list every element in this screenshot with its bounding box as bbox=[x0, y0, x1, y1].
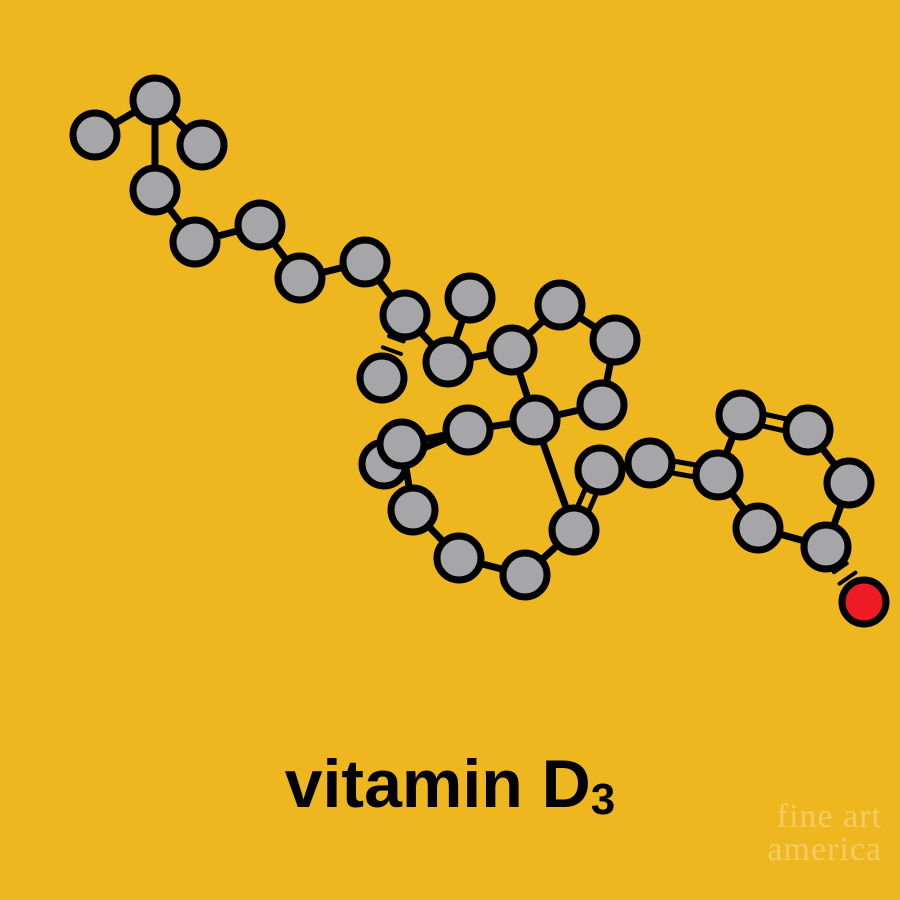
watermark-line1: fine art bbox=[767, 801, 882, 833]
molecule-title: vitamin D3 bbox=[0, 745, 900, 823]
title-main: vitamin D bbox=[285, 746, 591, 822]
watermark: fine art america bbox=[767, 801, 882, 866]
title-subscript: 3 bbox=[591, 775, 615, 824]
figure-canvas: vitamin D3 fine art america bbox=[0, 0, 900, 900]
watermark-line2: america bbox=[767, 834, 882, 866]
